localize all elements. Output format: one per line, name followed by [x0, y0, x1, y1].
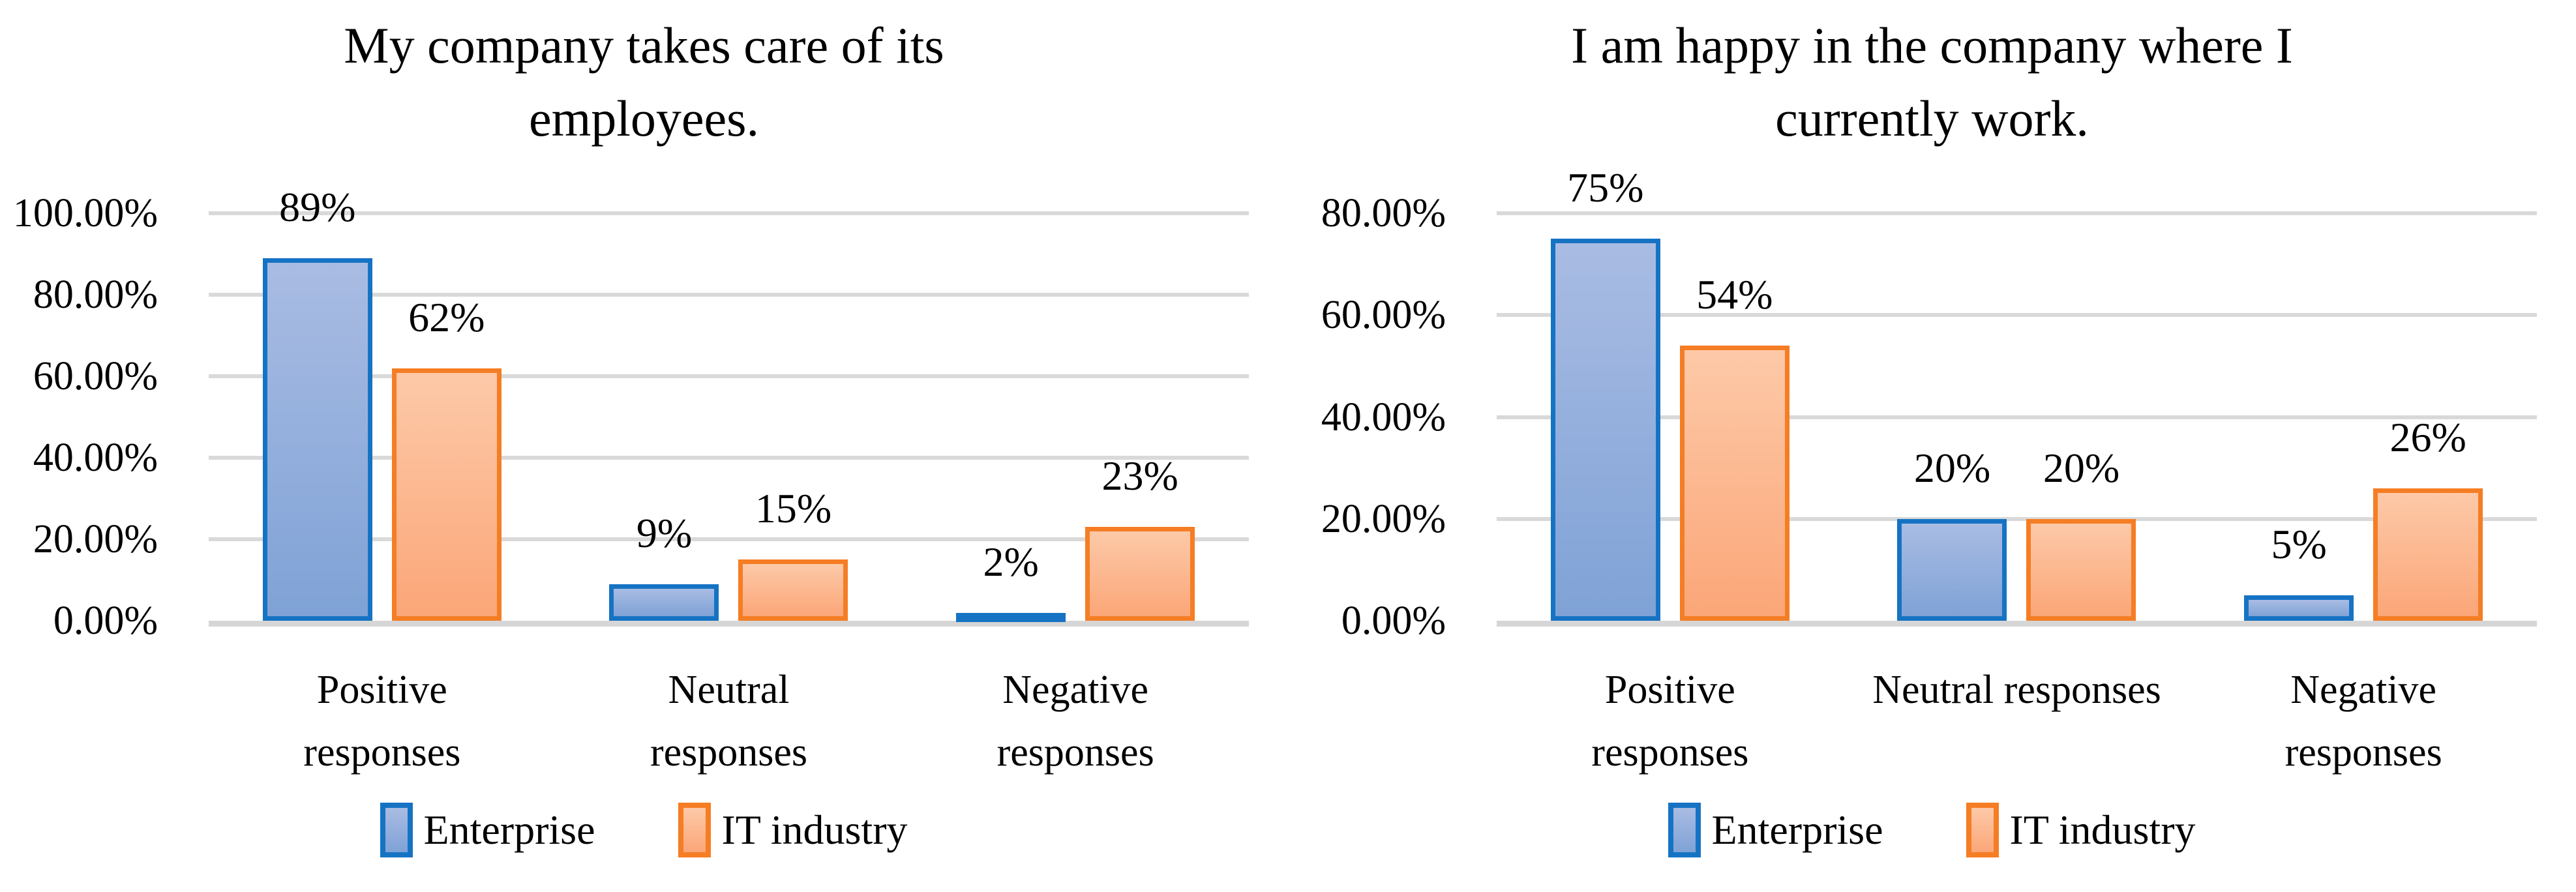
bar-group-neutral-responses: 20% 20% [1844, 213, 2191, 621]
gridline [1497, 415, 2537, 419]
gridline [209, 374, 1249, 378]
x-axis-line [1497, 621, 2537, 627]
y-tick-label: 80.00% [1321, 191, 1446, 235]
x-axis-labels: Positive responses Neutral responses Negat… [1497, 621, 2537, 775]
bar-value-label: 75% [1567, 164, 1644, 211]
y-tick-label: 40.00% [1321, 394, 1446, 439]
category-label-negative-responses: Negative responses [2284, 668, 2442, 775]
legend-swatch-enterprise [1668, 803, 1701, 857]
bar-enterprise [1550, 239, 1660, 621]
bar-enterprise [1897, 518, 2007, 621]
legend-label: Enterprise [1711, 807, 1883, 853]
y-tick-label: 20.00% [1321, 496, 1446, 541]
legend-swatch-it-industry [678, 803, 711, 857]
y-tick-label: 20.00% [33, 517, 158, 561]
bar-enterprise [2244, 595, 2354, 621]
gridline [1497, 211, 2537, 215]
category-label-positive-responses: Positive responses [1591, 668, 1749, 775]
bar-value-label: 23% [1101, 453, 1178, 499]
bar-wrap: 62% [391, 296, 502, 621]
chart-title: I am happy in the company where I curren… [1571, 17, 2293, 147]
chart-title: My company takes care of its employees. [344, 17, 944, 147]
legend-item-enterprise: Enterprise [1668, 803, 1883, 857]
plot-area: 75% 54% 20% 20% 5% 26% [1497, 167, 2537, 627]
bar-value-label: 9% [636, 509, 693, 556]
gridline [1497, 516, 2537, 521]
y-tick-label: 60.00% [1321, 293, 1446, 338]
bar-it-industry [2373, 488, 2483, 621]
bar-wrap: 75% [1550, 167, 1660, 621]
x-axis-line [209, 621, 1249, 627]
gridline [209, 456, 1249, 460]
plot-row: 0.00% 20.00% 40.00% 60.00% 80.00% 100.00% 89%… [0, 164, 1288, 641]
category-label-negative-responses: Negative responses [996, 668, 1154, 775]
bar-enterprise [262, 258, 372, 621]
bar-wrap: 2% [956, 541, 1066, 622]
bar-value-label: 2% [983, 538, 1039, 585]
bar-it-industry [391, 368, 502, 621]
bar-wrap: 54% [1679, 274, 1790, 621]
legend-swatch-enterprise [380, 803, 413, 857]
bar-group-negative-responses: 5% 26% [2190, 213, 2537, 621]
category-label-neutral-responses: Neutral responses [1872, 668, 2161, 712]
gridline [1497, 313, 2537, 318]
legend-label: IT industry [721, 807, 908, 853]
legend-swatch-it-industry [1966, 803, 1999, 857]
legend: Enterprise IT industry [1288, 768, 2576, 892]
plot-row: 0.00% 20.00% 40.00% 60.00% 80.00% 75% 54% 20% 2… [1288, 164, 2576, 641]
bar-value-label: 26% [2389, 413, 2466, 460]
gridline [209, 211, 1249, 215]
legend-item-it-industry: IT industry [678, 803, 908, 857]
y-tick-label: 100.00% [12, 191, 158, 235]
bar-wrap: 20% [2026, 447, 2136, 621]
bar-value-label: 20% [1913, 444, 1991, 491]
bar-wrap: 15% [738, 488, 848, 621]
bar-group-positive-responses: 75% 54% [1497, 167, 1844, 621]
y-tick-label: 0.00% [53, 599, 158, 643]
chart-company-takes-care: My company takes care of its employees. … [0, 17, 1288, 892]
bar-value-label: 89% [279, 183, 356, 230]
legend-label: Enterprise [423, 807, 595, 853]
legend-item-it-industry: IT industry [1966, 803, 2196, 857]
bar-it-industry [1085, 527, 1195, 621]
bar-enterprise [956, 612, 1066, 622]
bar-enterprise [609, 584, 719, 621]
bar-value-label: 54% [1696, 271, 1773, 318]
bar-wrap: 5% [2244, 523, 2354, 621]
y-axis: 0.00% 20.00% 40.00% 60.00% 80.00% [1288, 193, 1497, 641]
y-tick-label: 40.00% [33, 436, 158, 480]
bar-wrap: 89% [262, 186, 372, 621]
y-tick-label: 60.00% [33, 354, 158, 398]
bar-group-positive-responses: 89% 62% [209, 186, 556, 621]
bar-wrap: 9% [609, 512, 719, 621]
y-tick-label: 0.00% [1341, 599, 1446, 643]
bar-it-industry [2026, 518, 2136, 621]
bar-value-label: 5% [2271, 520, 2327, 567]
legend-item-enterprise: Enterprise [380, 803, 595, 857]
bar-it-industry [1679, 346, 1790, 621]
legend-label: IT industry [2009, 807, 2196, 853]
bar-it-industry [738, 559, 848, 621]
legend: Enterprise IT industry [0, 768, 1288, 892]
bar-wrap: 26% [2373, 416, 2483, 621]
gridline [209, 537, 1249, 541]
y-axis: 0.00% 20.00% 40.00% 60.00% 80.00% 100.00% [0, 193, 209, 641]
bar-value-label: 15% [755, 485, 832, 532]
gridline [209, 293, 1249, 297]
chart-happy-in-company: I am happy in the company where I curren… [1288, 0, 2576, 892]
bar-group-neutral-responses: 9% 15% [556, 213, 903, 621]
bar-value-label: 20% [2043, 444, 2120, 491]
bar-wrap: 23% [1085, 455, 1195, 621]
plot-area: 89% 62% 9% 15% 2% 23% [209, 186, 1249, 627]
bar-value-label: 62% [408, 293, 485, 340]
x-axis-labels: Positive responses Neutral responses Negat… [209, 621, 1249, 775]
y-tick-label: 80.00% [33, 273, 158, 317]
bar-group-negative-responses: 2% 23% [902, 213, 1249, 622]
category-label-neutral-responses: Neutral responses [650, 668, 808, 775]
bar-wrap: 20% [1897, 447, 2007, 621]
category-label-positive-responses: Positive responses [303, 668, 461, 775]
